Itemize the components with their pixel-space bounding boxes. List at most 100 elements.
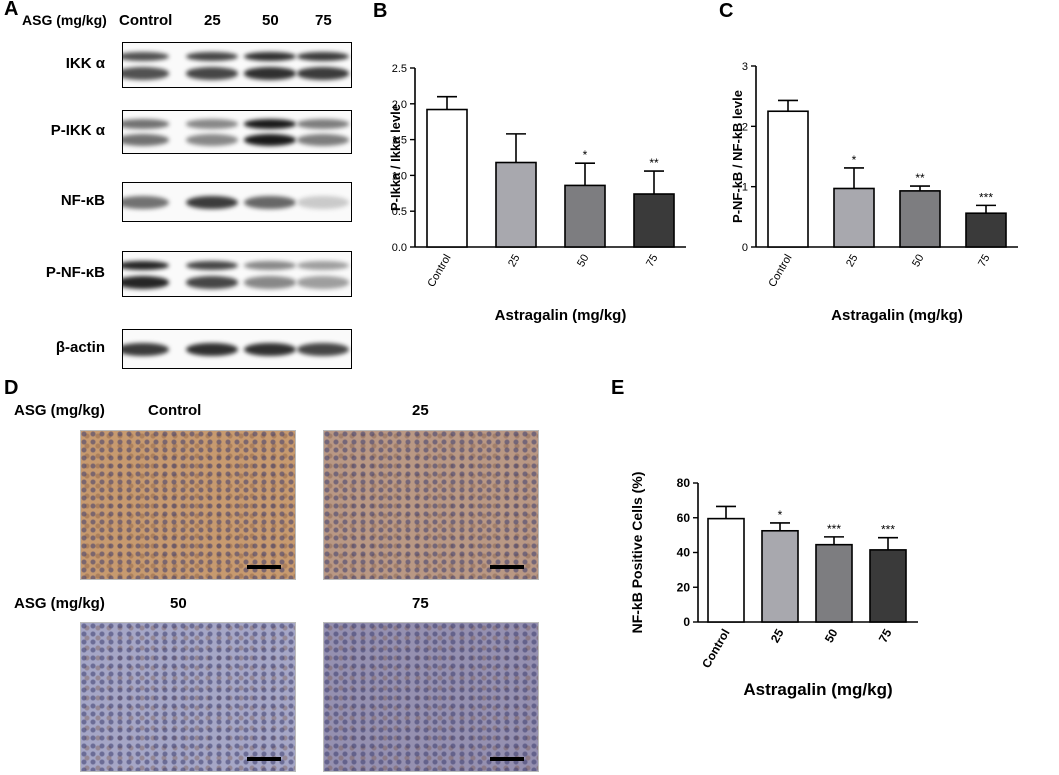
bar-75: [869, 549, 907, 623]
bar-control: [426, 108, 468, 248]
panel-letter-d: D: [4, 377, 19, 399]
blot-band: [186, 342, 238, 357]
ihc-micrograph: [80, 430, 296, 580]
x-tick-label: 75: [976, 253, 993, 270]
y-tick-label: 1.5: [392, 135, 407, 147]
x-axis-title: Astragalin (mg/kg): [495, 307, 627, 324]
ihc-title-75: 75: [412, 595, 429, 612]
ihc-title-control: Control: [148, 402, 202, 419]
blot-band: [123, 276, 169, 289]
x-tick-label: 75: [644, 253, 661, 270]
blot-band: [297, 67, 349, 80]
blot-row-label: P-NF-κB: [45, 264, 105, 281]
x-axis-title: Astragalin (mg/kg): [831, 307, 963, 324]
blot-band: [244, 276, 296, 289]
bar-75: [965, 212, 1007, 248]
y-tick-label: 0: [742, 242, 748, 254]
blot-band: [123, 342, 169, 357]
significance-marker: *: [778, 508, 783, 522]
x-tick-label: 25: [844, 253, 861, 270]
scale-bar: [247, 565, 281, 569]
chart-e-nfkb-positive: 0 20 40 60 80 Control * 25 *** 50 *** 75 NF-kB Posit…: [629, 472, 918, 699]
blot-band: [186, 119, 238, 129]
blot-band: [244, 134, 296, 146]
bar-25: [833, 187, 875, 248]
ihc-micrograph: [323, 622, 539, 772]
blot-band: [186, 260, 238, 271]
x-tick-label: 50: [910, 253, 927, 270]
blot-row-label: β-actin: [55, 339, 105, 356]
ihc-micrograph: [80, 622, 296, 772]
blot-band: [123, 134, 169, 146]
significance-marker: *: [852, 153, 857, 167]
significance-marker: ***: [827, 522, 841, 536]
blot-band-strip: [122, 251, 352, 297]
panel-letter-a: A: [4, 0, 19, 20]
x-tick-label: 25: [768, 626, 787, 645]
x-tick-label: Control: [699, 627, 732, 671]
y-tick-label: 40: [677, 546, 691, 560]
y-axis-title: NF-kB Positive Cells (%): [629, 472, 645, 634]
panel-letter-e: E: [611, 377, 625, 399]
blot-band: [186, 195, 238, 210]
blot-band: [186, 51, 238, 62]
blot-band: [123, 67, 169, 80]
ihc-title-50: 50: [170, 595, 187, 612]
blot-band: [297, 195, 349, 210]
x-axis-title: Astragalin (mg/kg): [743, 680, 892, 699]
ihc-row-label-top: ASG (mg/kg): [14, 402, 105, 419]
blot-row-label: IKK α: [65, 55, 105, 72]
blot-lane-label: 50: [262, 12, 279, 29]
y-tick-label: 0.5: [392, 206, 407, 218]
x-tick-label: 50: [822, 626, 841, 645]
blot-band: [244, 195, 296, 210]
scale-bar: [247, 757, 281, 761]
blot-band: [297, 276, 349, 289]
y-tick-label: 60: [677, 511, 691, 525]
blot-band: [297, 260, 349, 271]
y-tick-label: 0.0: [392, 242, 407, 254]
panel-letter-b: B: [373, 0, 388, 22]
x-tick-label: 25: [506, 253, 523, 270]
blot-band: [186, 276, 238, 289]
y-tick-label: 80: [677, 476, 691, 490]
panel-letter-c: C: [719, 0, 734, 22]
blot-band: [297, 119, 349, 129]
y-axis-title: P-NF-kB / NF-kB levle: [730, 90, 745, 223]
blot-band: [244, 260, 296, 271]
y-axis-title: P-Ikka / Ikka levle: [388, 104, 403, 211]
blot-band-strip: [122, 42, 352, 88]
bar-control: [767, 110, 809, 248]
blot-lane-label: 75: [315, 12, 332, 29]
significance-marker: ***: [979, 190, 993, 204]
blot-band: [186, 67, 238, 80]
significance-marker: ***: [881, 523, 895, 537]
blot-band: [123, 51, 169, 62]
y-tick-label: 2.0: [392, 99, 407, 111]
bar-50: [899, 190, 941, 248]
bar-50: [815, 543, 853, 623]
y-tick-label: 2.5: [392, 63, 407, 75]
blot-lane-label: Control: [119, 12, 173, 29]
blot-band-strip: [122, 110, 352, 154]
blot-band: [186, 134, 238, 146]
blot-band: [244, 342, 296, 357]
bar-25: [495, 161, 537, 248]
x-tick-label: Control: [425, 253, 453, 290]
blot-band: [297, 51, 349, 62]
x-tick-label: 50: [575, 253, 592, 270]
blot-band-strip: [122, 182, 352, 222]
chart-c-p-nfkb: 0 1 2 3 Control * 25 ** 50 *** 75 P-NF-kB / NF-kB l…: [730, 61, 1018, 324]
blot-band: [244, 119, 296, 129]
significance-marker: **: [649, 156, 659, 170]
y-tick-label: 1.0: [392, 170, 407, 182]
blot-band-strip: [122, 329, 352, 369]
blot-band: [244, 67, 296, 80]
y-tick-label: 2: [742, 121, 748, 133]
scale-bar: [490, 565, 524, 569]
blot-band: [244, 51, 296, 62]
bar-75: [633, 193, 675, 248]
y-tick-label: 3: [742, 61, 748, 73]
blot-row-label: NF-κB: [60, 192, 105, 209]
blot-row-label: P-IKK α: [50, 122, 105, 139]
